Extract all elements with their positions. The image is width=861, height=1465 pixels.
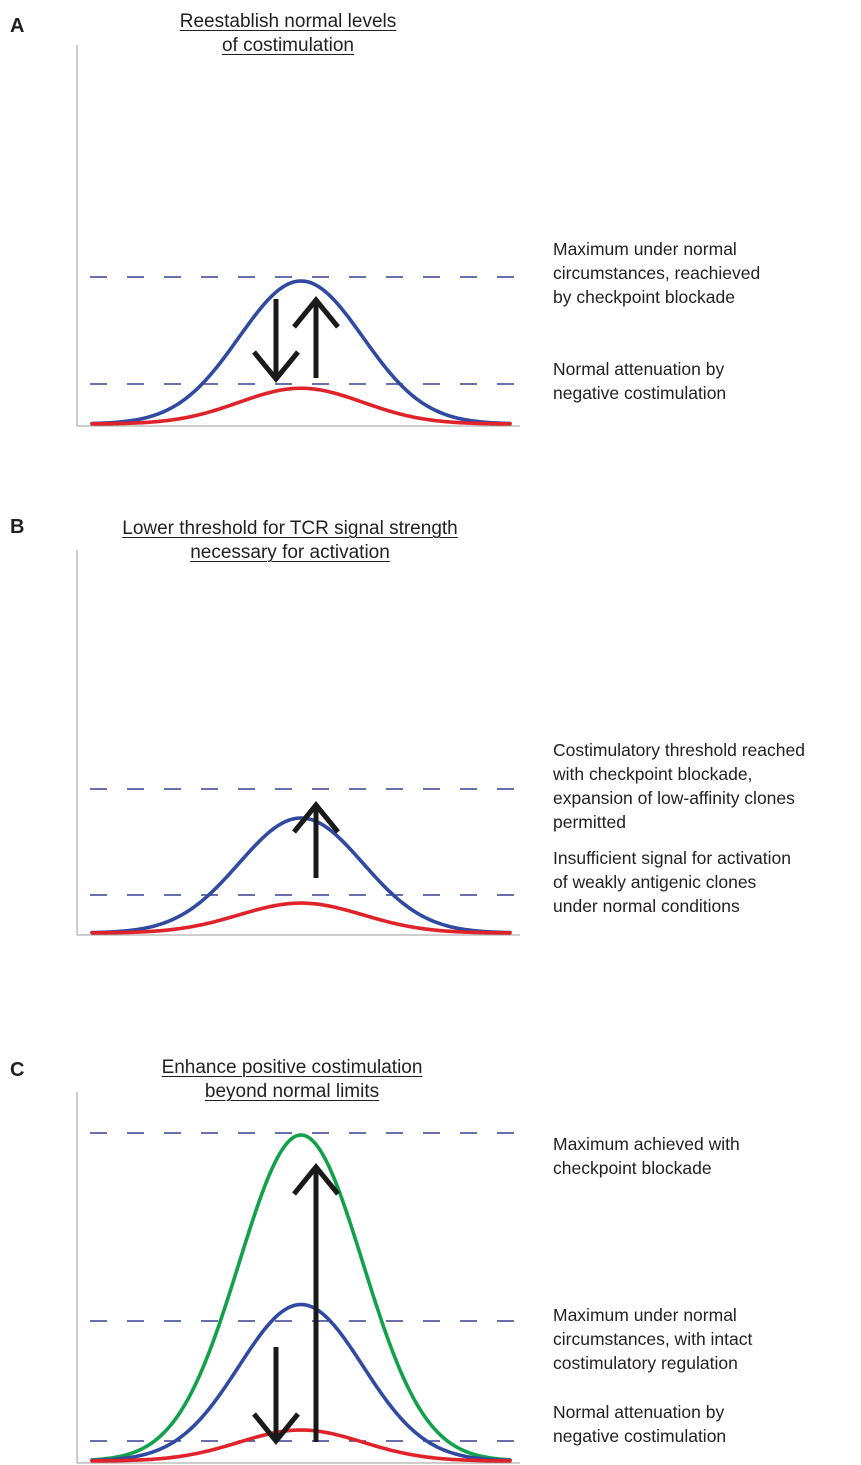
panel-b-title-line-2: necessary for activation — [190, 542, 390, 563]
panel-b-title-line-1: Lower threshold for TCR signal strength — [122, 518, 458, 539]
panel-a-annotation-max: Maximum under normal circumstances, reac… — [553, 237, 760, 309]
annotation-line: Costimulatory threshold reached — [553, 740, 805, 760]
panel-a-arrow-up-head — [292, 296, 340, 329]
panel-a-arrow-down-head — [252, 350, 300, 383]
panel-c-arrow-down-head — [252, 1412, 300, 1445]
annotation-line: Normal attenuation by — [553, 1402, 725, 1422]
panel-c-annotation-max-normal: Maximum under normal circumstances, with… — [553, 1303, 752, 1375]
annotation-line: by checkpoint blockade — [553, 287, 735, 307]
panel-c-title: Enhance positive costimulation beyond no… — [52, 1056, 532, 1104]
annotation-line: Maximum achieved with — [553, 1134, 740, 1154]
annotation-line: negative costimulation — [553, 383, 727, 403]
panel-b-letter: B — [10, 516, 25, 538]
annotation-line: with checkpoint blockade, — [553, 764, 753, 784]
panel-c-title-line-1: Enhance positive costimulation — [161, 1057, 423, 1078]
panel-c-annotation-attenuation: Normal attenuation by negative costimula… — [553, 1400, 726, 1448]
panel-b-annotation-threshold: Costimulatory threshold reached with che… — [553, 738, 805, 834]
annotation-line: under normal conditions — [553, 896, 740, 916]
annotation-line: negative costimulation — [553, 1426, 727, 1446]
annotation-line: checkpoint blockade — [553, 1158, 712, 1178]
panel-a-letter: A — [10, 15, 25, 37]
annotation-line: of weakly antigenic clones — [553, 872, 757, 892]
annotation-line: permitted — [553, 812, 626, 832]
annotation-line: costimulatory regulation — [553, 1353, 738, 1373]
panel-c-letter: C — [10, 1059, 25, 1081]
panel-c-arrow-up-head — [292, 1163, 340, 1196]
panel-a-red-curve — [90, 386, 512, 426]
panel-b-arrow-up-head — [292, 801, 340, 834]
annotation-line: Maximum under normal — [553, 1305, 737, 1325]
panel-c-blue-curve — [90, 1302, 512, 1463]
panel-b-red-curve — [90, 901, 512, 935]
annotation-line: circumstances, with intact — [553, 1329, 753, 1349]
panel-c-title-line-2: beyond normal limits — [204, 1081, 380, 1102]
panel-c-annotation-max-blockade: Maximum achieved with checkpoint blockad… — [553, 1132, 740, 1180]
annotation-line: Insufficient signal for activation — [553, 848, 792, 868]
panel-b-blue-curve — [90, 816, 512, 935]
panel-c-green-curve — [90, 1133, 512, 1462]
panel-a-title-line-1: Reestablish normal levels — [179, 11, 397, 32]
annotation-line: circumstances, reachieved — [553, 263, 761, 283]
annotation-line: expansion of low-affinity clones — [553, 788, 795, 808]
panel-a-title: Reestablish normal levels of costimulati… — [48, 10, 528, 58]
panel-a-blue-curve — [90, 279, 512, 426]
panel-c-red-curve — [90, 1428, 512, 1463]
panel-b-title: Lower threshold for TCR signal strength … — [50, 517, 530, 565]
panel-a-title-line-2: of costimulation — [221, 35, 354, 56]
panel-a-annotation-attenuation: Normal attenuation by negative costimula… — [553, 357, 726, 405]
annotation-line: Maximum under normal — [553, 239, 737, 259]
panel-b-annotation-insufficient: Insufficient signal for activation of we… — [553, 846, 791, 918]
annotation-line: Normal attenuation by — [553, 359, 725, 379]
